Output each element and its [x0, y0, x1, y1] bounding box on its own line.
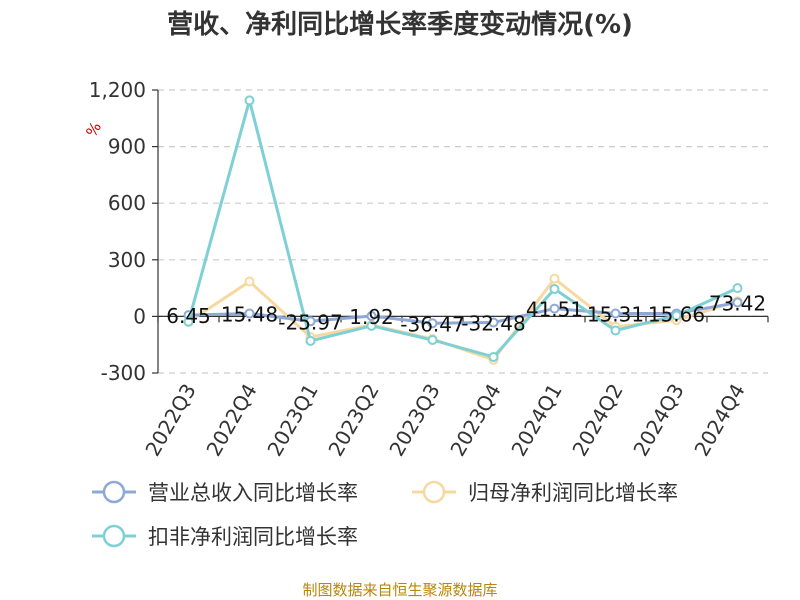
y-tick-label: 1,200 — [89, 78, 146, 102]
data-label: 15.66 — [648, 302, 705, 326]
series-lines — [183, 95, 743, 365]
data-point — [732, 283, 743, 294]
data-point — [732, 297, 743, 308]
x-tick-label: 2024Q4 — [689, 380, 749, 461]
data-label: -36.47 — [400, 312, 464, 336]
x-tick-label: 2023Q4 — [445, 380, 505, 461]
x-tick-label: 2024Q3 — [628, 380, 688, 461]
chart-title: 营收、净利同比增长率季度变动情况(%) — [167, 10, 633, 40]
data-point — [427, 318, 438, 329]
data-point — [549, 273, 560, 284]
data-point — [671, 310, 682, 321]
y-tick-label: 600 — [108, 191, 146, 215]
legend-item: 扣非净利润同比增长率 — [92, 524, 358, 549]
data-point — [244, 308, 255, 319]
data-point — [610, 308, 621, 319]
series-line — [187, 98, 739, 359]
x-tick-label: 2022Q4 — [201, 380, 261, 461]
data-point — [549, 284, 560, 295]
data-label: 1.92 — [349, 305, 394, 329]
data-point — [488, 317, 499, 328]
data-point — [305, 335, 316, 346]
y-tick-label: 0 — [133, 304, 146, 328]
legend-item: 营业总收入同比增长率 — [92, 480, 358, 505]
legend-marker — [422, 480, 446, 504]
y-tick-label: -300 — [101, 361, 146, 385]
data-label: -32.48 — [461, 312, 525, 336]
legend-label: 归母净利润同比增长率 — [468, 481, 678, 505]
legend-label: 扣非净利润同比增长率 — [148, 525, 358, 549]
legend-marker — [102, 480, 126, 504]
y-tick-label: 900 — [108, 135, 146, 159]
x-tick-label: 2023Q1 — [262, 380, 322, 461]
data-point — [366, 311, 377, 322]
data-point — [488, 351, 499, 362]
data-label: 41.51 — [526, 298, 583, 322]
source-footer: 制图数据来自恒生聚源数据库 — [302, 581, 498, 599]
legend-label: 营业总收入同比增长率 — [148, 481, 358, 505]
x-tick-label: 2024Q1 — [506, 380, 566, 461]
data-label: 15.31 — [587, 303, 644, 327]
data-label: -25.97 — [278, 310, 342, 334]
x-tick-label: 2022Q3 — [140, 380, 200, 461]
y-tick-label: 300 — [108, 248, 146, 272]
data-point — [366, 320, 377, 331]
data-label: 73.42 — [709, 292, 766, 316]
legend-marker — [102, 524, 126, 548]
data-point — [244, 95, 255, 106]
data-point — [427, 334, 438, 345]
series-line — [188, 301, 738, 325]
data-point — [610, 325, 621, 336]
x-tick-label: 2024Q2 — [567, 380, 627, 461]
data-label: 15.48 — [221, 302, 278, 326]
x-tick-label: 2023Q3 — [384, 380, 444, 461]
x-tick-label: 2023Q2 — [323, 380, 383, 461]
legend-item: 归母净利润同比增长率 — [412, 480, 678, 505]
data-point — [549, 303, 560, 314]
y-axis-unit: % — [82, 119, 105, 140]
data-point — [244, 276, 255, 287]
data-point — [183, 316, 194, 327]
data-label: 6.45 — [166, 304, 211, 328]
